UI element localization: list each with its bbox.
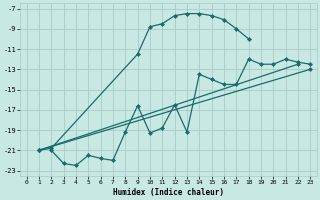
X-axis label: Humidex (Indice chaleur): Humidex (Indice chaleur)	[113, 188, 224, 197]
